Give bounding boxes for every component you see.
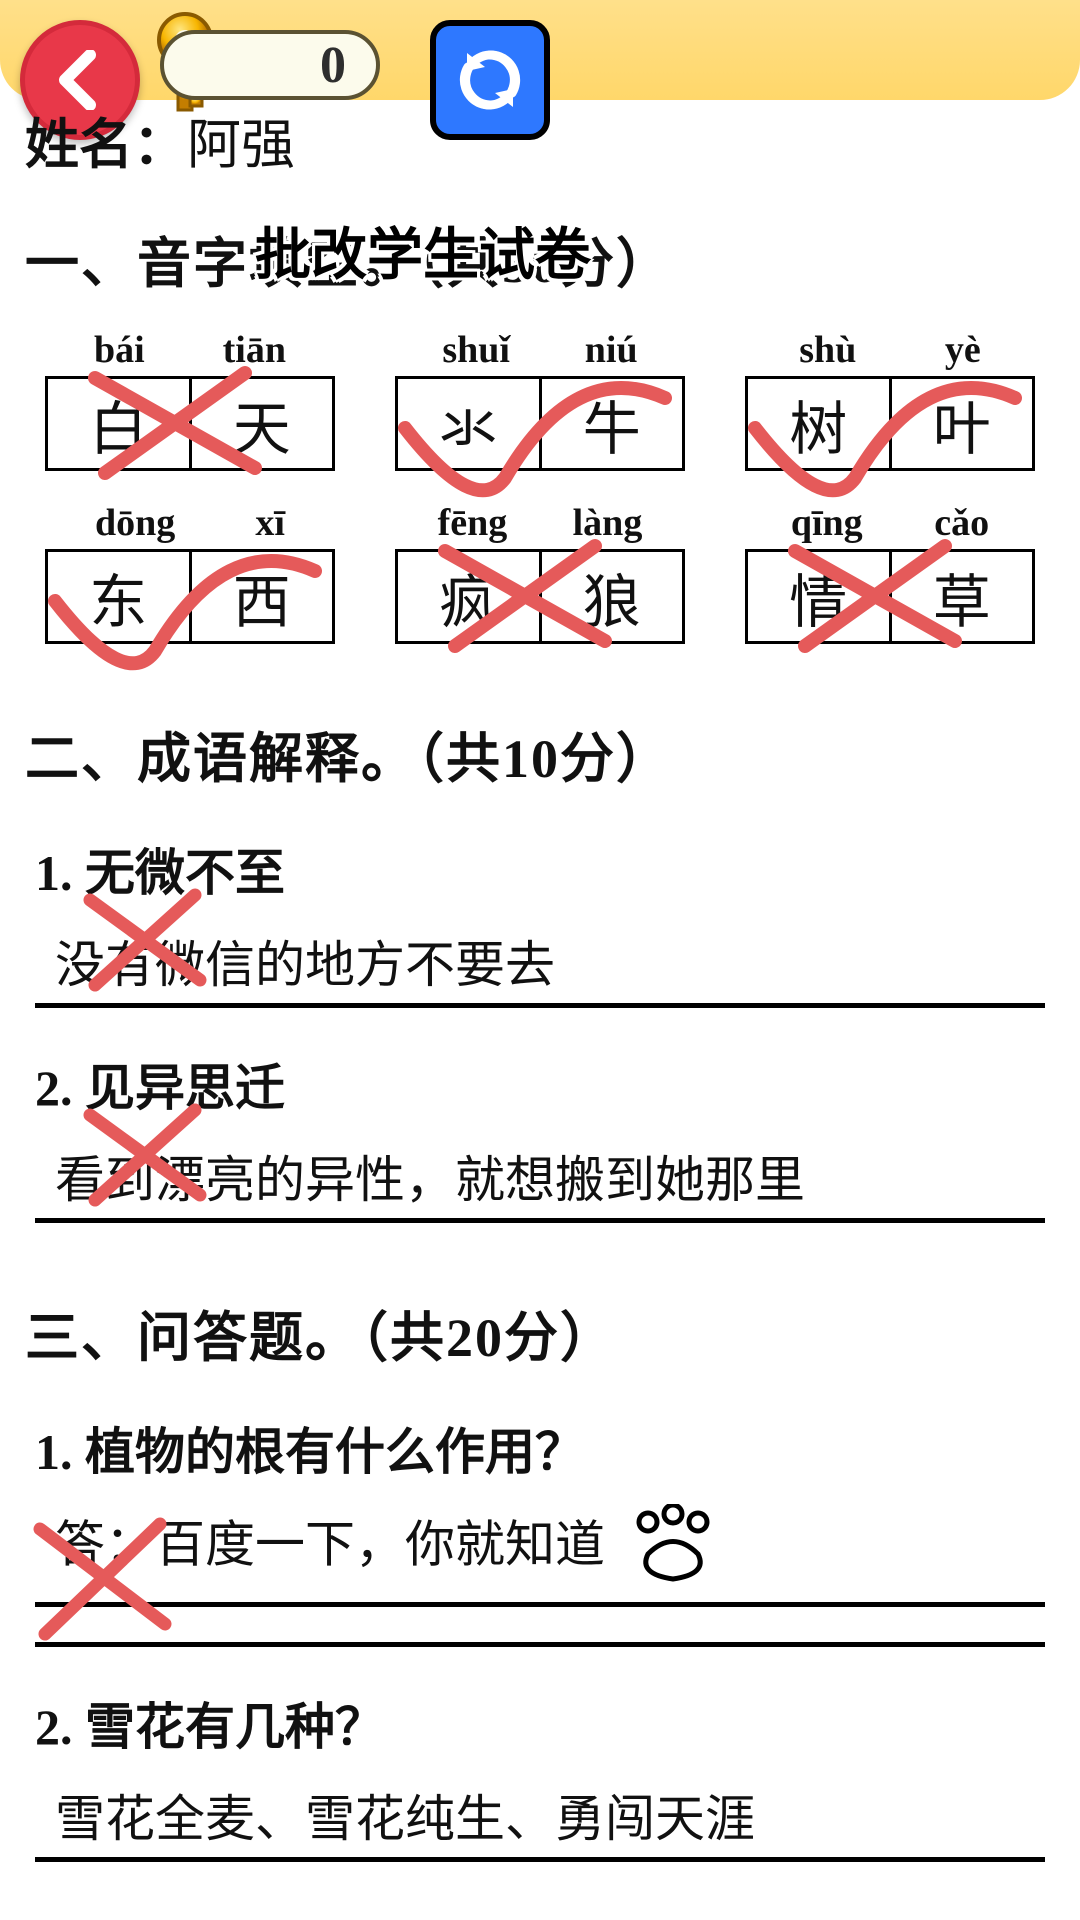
pinyin: shù (799, 328, 856, 372)
answer-line: 答：百度一下，你就知道 (35, 1494, 1045, 1607)
answer-line-blank (35, 1617, 1045, 1647)
pinyin: niú (585, 328, 638, 372)
answer-text: 没有微信的地方不要去 (55, 937, 555, 993)
question-label: 1. 无微不至 (35, 833, 1045, 905)
s3-q1[interactable]: 1. 植物的根有什么作用？ 答：百度一下，你就知道 (25, 1412, 1055, 1647)
char-cell: 天 (192, 379, 333, 468)
char-cell: 树 (748, 379, 892, 468)
char-cell: 草 (892, 552, 1033, 641)
pinyin: fēng (438, 501, 508, 545)
char-cell: 牛 (542, 379, 683, 468)
char-cell: 疯 (398, 552, 542, 641)
s2-q1[interactable]: 1. 无微不至 没有微信的地方不要去 (25, 833, 1055, 1008)
section2-heading: 二、成语解释。（共10分） (25, 714, 1055, 793)
pinyin: shuǐ (442, 328, 510, 372)
pinyin-item[interactable]: fēng làng 疯 狼 (395, 501, 685, 644)
pinyin: yè (945, 328, 981, 372)
answer-prefix: 答： (55, 1516, 155, 1572)
question-label: 1. 植物的根有什么作用？ (35, 1412, 1045, 1484)
pinyin: qīng (791, 501, 863, 545)
pinyin-grid: bái tiān 白 天 shuǐ niú 氺 牛 (25, 328, 1055, 644)
char-cell: 西 (192, 552, 333, 641)
name-line: 姓名：阿强 (25, 100, 1055, 179)
char-cell: 东 (48, 552, 192, 641)
pinyin: bái (94, 328, 145, 372)
answer-line: 看到漂亮的异性，就想搬到她那里 (35, 1130, 1045, 1223)
question-label: 2. 雪花有几种？ (35, 1687, 1045, 1759)
pinyin-item[interactable]: qīng cǎo 情 草 (745, 501, 1035, 644)
pinyin-item[interactable]: dōng xī 东 西 (45, 501, 335, 644)
answer-line: 雪花全麦、雪花纯生、勇闯天涯 (35, 1769, 1045, 1862)
answer-text: 雪花全麦、雪花纯生、勇闯天涯 (55, 1791, 755, 1847)
s2-q2[interactable]: 2. 见异思迁 看到漂亮的异性，就想搬到她那里 (25, 1048, 1055, 1223)
char-cell: 白 (48, 379, 192, 468)
page-title-overlay: 批改学生试卷 (255, 210, 591, 291)
pinyin: làng (573, 501, 643, 545)
pinyin: cǎo (934, 501, 989, 545)
pinyin: dōng (95, 501, 175, 545)
pinyin-item[interactable]: shuǐ niú 氺 牛 (395, 328, 685, 471)
answer-text: 百度一下，你就知道 (155, 1516, 605, 1572)
pinyin: tiān (223, 328, 286, 372)
char-cell: 叶 (892, 379, 1033, 468)
answer-text: 看到漂亮的异性，就想搬到她那里 (55, 1152, 805, 1208)
question-label: 2. 见异思迁 (35, 1048, 1045, 1120)
exam-paper[interactable]: 姓名：阿强 批改学生试卷 一、音字填空。（共30分） bái tiān 白 天 … (25, 60, 1055, 1862)
pinyin: xī (255, 501, 285, 545)
student-name: 阿强 (187, 115, 295, 175)
char-cell: 情 (748, 552, 892, 641)
s3-q2[interactable]: 2. 雪花有几种？ 雪花全麦、雪花纯生、勇闯天涯 (25, 1687, 1055, 1862)
section3-heading: 三、问答题。（共20分） (25, 1293, 1055, 1372)
char-cell: 氺 (398, 379, 542, 468)
name-label: 姓名： (25, 115, 187, 175)
pinyin-item[interactable]: bái tiān 白 天 (45, 328, 335, 471)
char-cell: 狼 (542, 552, 683, 641)
pinyin-item[interactable]: shù yè 树 叶 (745, 328, 1035, 471)
answer-line: 没有微信的地方不要去 (35, 915, 1045, 1008)
paw-icon (628, 1504, 718, 1596)
